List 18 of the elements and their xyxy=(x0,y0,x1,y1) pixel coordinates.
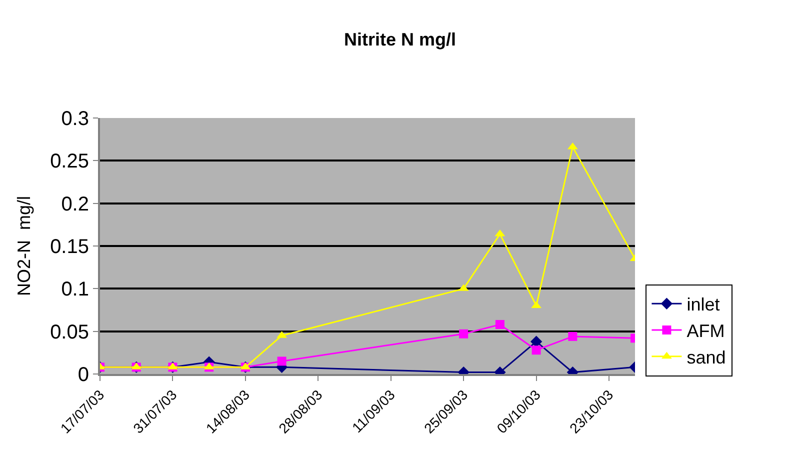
point xyxy=(532,346,541,355)
point xyxy=(495,320,504,330)
y-axis-title: NO2-N mg/l xyxy=(14,196,34,296)
y-tick-label: 0.25 xyxy=(50,150,89,173)
y-tick-label: 0.15 xyxy=(50,236,89,258)
y-tick-label: 0.05 xyxy=(50,321,89,344)
point xyxy=(568,332,578,341)
legend-label: inlet xyxy=(686,294,720,315)
point xyxy=(459,329,468,338)
legend-label: AFM xyxy=(686,321,725,342)
y-tick-label: 0.1 xyxy=(61,278,89,301)
y-tick-label: 0.2 xyxy=(61,193,89,216)
chart-title: Nitrite N mg/l xyxy=(344,30,456,50)
point xyxy=(277,356,286,366)
y-tick-label: 0 xyxy=(78,364,89,386)
legend-label: sand xyxy=(686,347,726,368)
y-tick-label: 0.3 xyxy=(61,108,89,130)
point xyxy=(530,336,542,348)
